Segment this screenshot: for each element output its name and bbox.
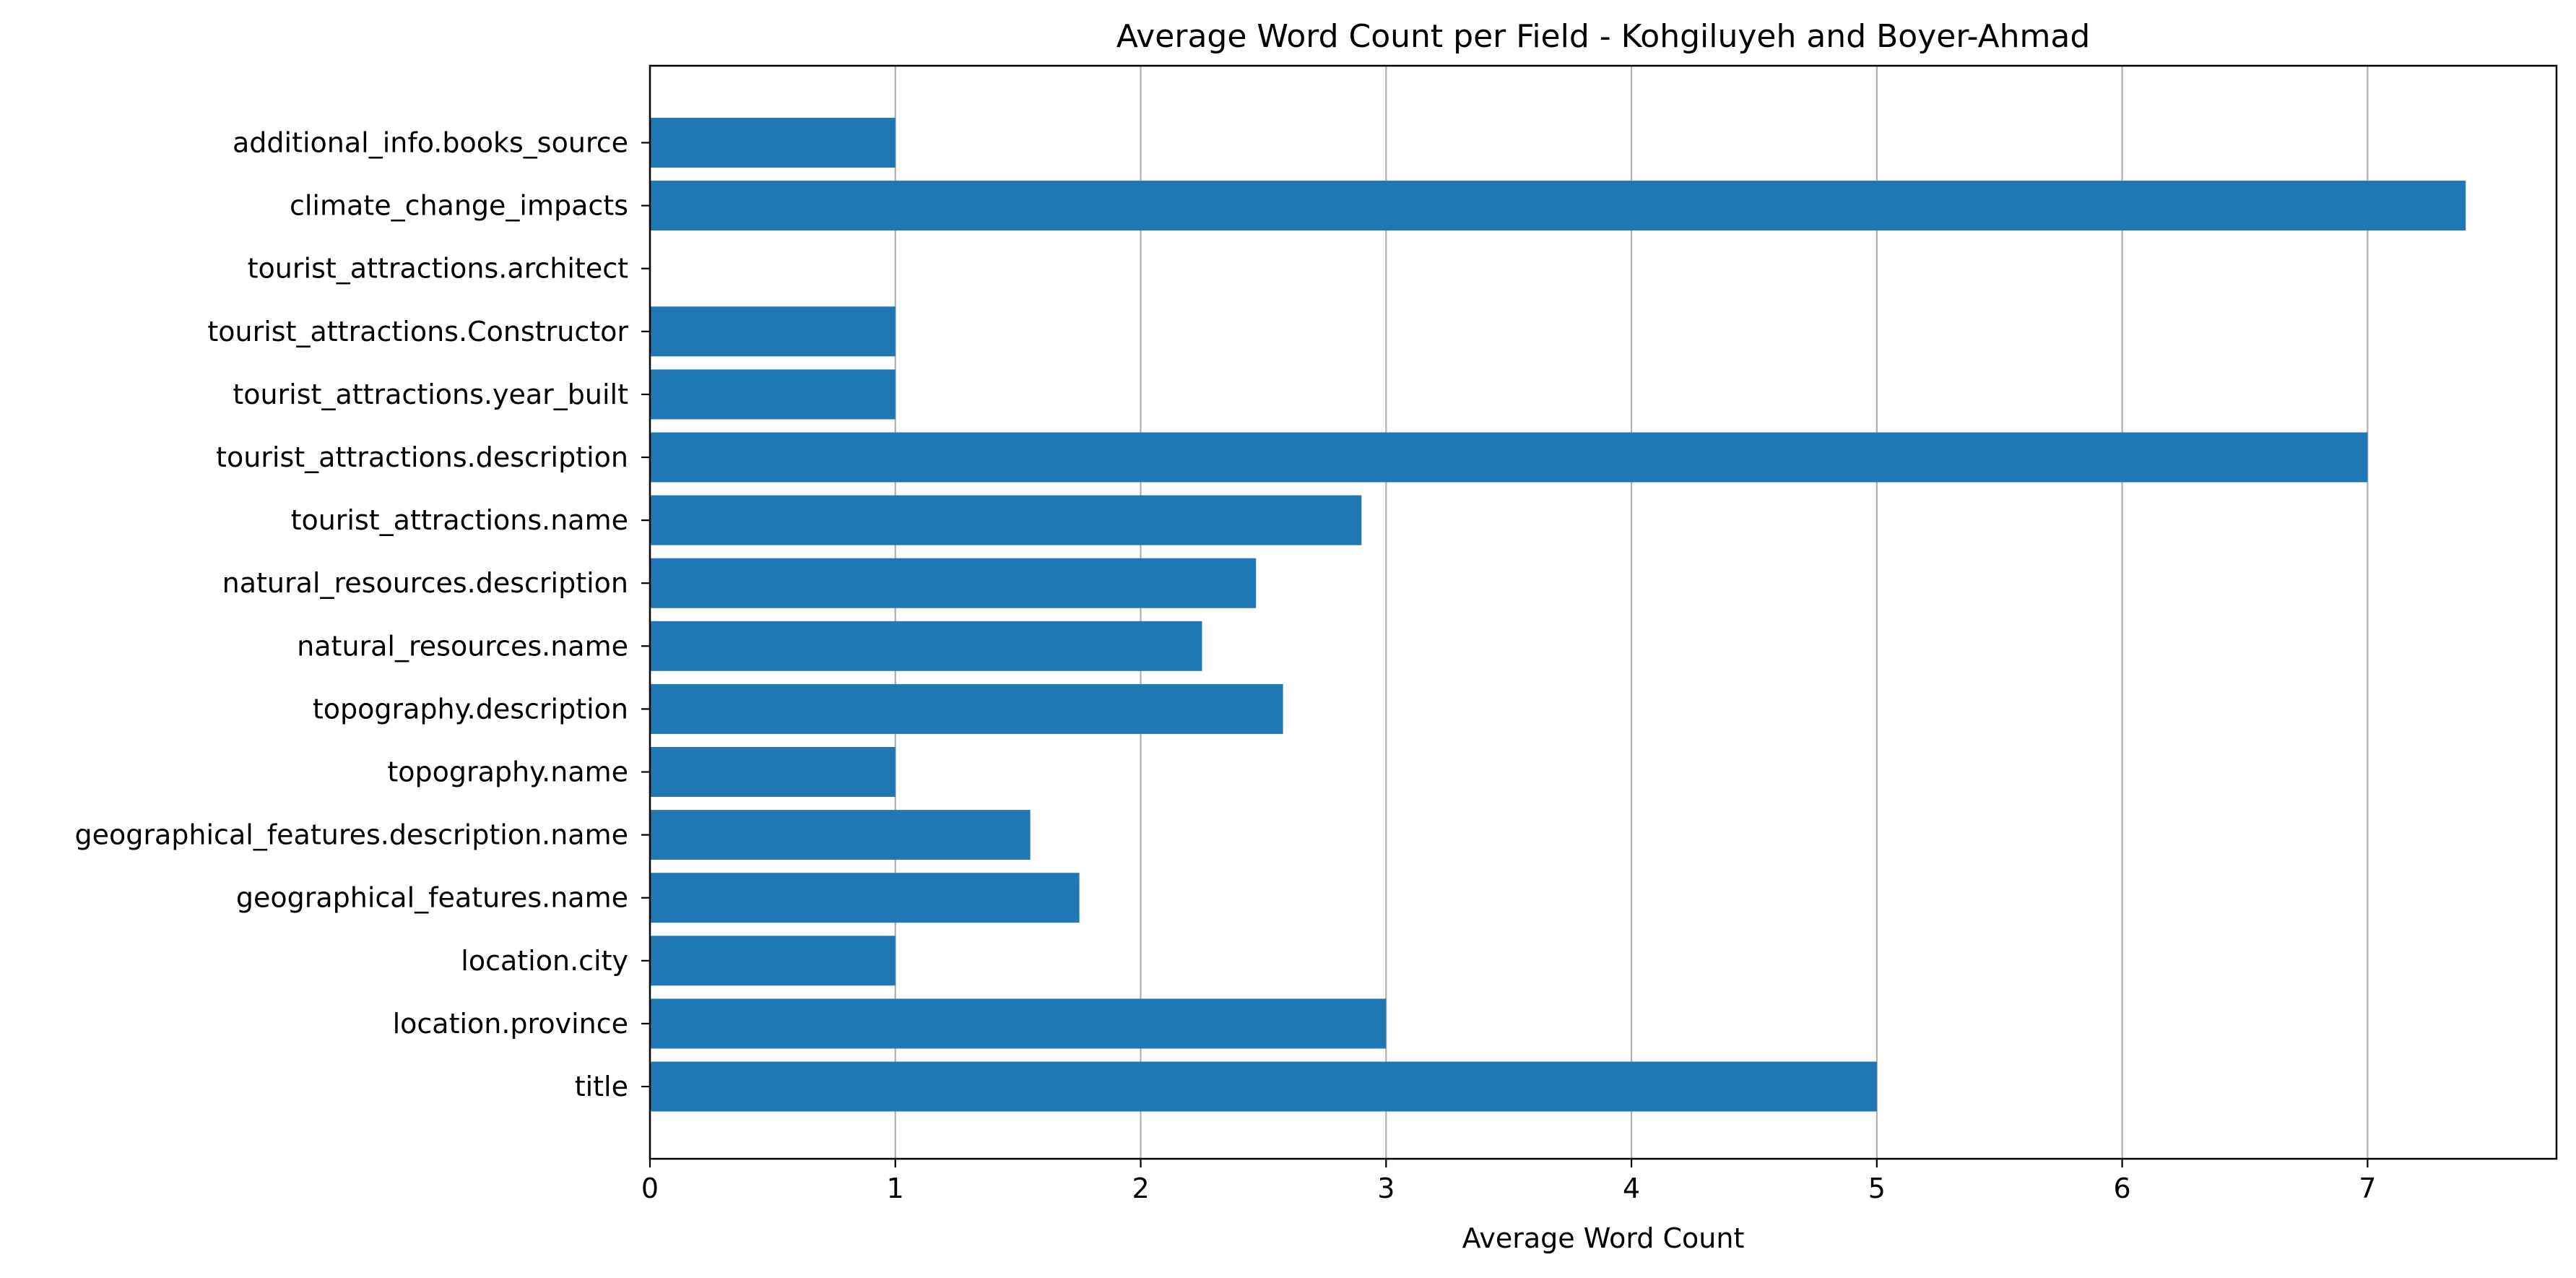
y-tick-label: natural_resources.description (222, 567, 628, 599)
bar (650, 306, 895, 357)
x-tick-label: 3 (1377, 1173, 1395, 1204)
plot-frame (649, 64, 2558, 1160)
x-tick-label: 2 (1132, 1173, 1149, 1204)
x-axis-label: Average Word Count (1462, 1222, 1745, 1254)
x-tick-label: 0 (641, 1173, 659, 1204)
y-tick-label: location.city (461, 945, 628, 977)
bar (650, 432, 2368, 483)
x-tick-label: 4 (1623, 1173, 1640, 1204)
y-tick-label: topography.description (313, 693, 628, 725)
y-tick-label: tourist_attractions.description (216, 441, 628, 473)
y-tick-label: tourist_attractions.Constructor (207, 316, 628, 347)
bars (650, 118, 2466, 1112)
bar (650, 683, 1283, 734)
x-tick-label: 6 (2114, 1173, 2131, 1204)
y-tick-label: tourist_attractions.name (291, 504, 628, 536)
bar (650, 1061, 1877, 1112)
bar (650, 810, 1031, 860)
y-tick-label: geographical_features.name (236, 882, 628, 914)
bar (650, 936, 895, 986)
y-tick-label: additional_info.books_source (233, 127, 628, 159)
bar (650, 747, 895, 797)
y-tick-label: tourist_attractions.architect (248, 253, 628, 285)
bar (650, 369, 895, 420)
y-tick-label: title (575, 1071, 628, 1102)
bar (650, 621, 1202, 671)
x-tick-label: 7 (2359, 1173, 2376, 1204)
y-tick-label: natural_resources.name (297, 630, 628, 662)
y-tick-label: location.province (393, 1008, 628, 1040)
bar (650, 873, 1080, 923)
y-tick-label: climate_change_impacts (290, 190, 628, 222)
bar (650, 558, 1257, 608)
bar (650, 118, 895, 168)
bar (650, 181, 2466, 231)
chart-title: Average Word Count per Field - Kohgiluye… (1116, 18, 2091, 55)
bar (650, 998, 1387, 1049)
y-tick-label: geographical_features.description.name (75, 819, 628, 851)
y-tick-label: topography.name (387, 756, 628, 788)
x-tick-label: 1 (887, 1173, 904, 1204)
y-axis-ticks: title location.province location.city geogr… (75, 127, 650, 1102)
y-tick-label: tourist_attractions.year_built (233, 379, 628, 410)
x-tick-label: 5 (1868, 1173, 1886, 1204)
bar (650, 495, 1362, 545)
x-axis-ticks: 0 1 2 3 4 5 6 7 (641, 1159, 2376, 1204)
